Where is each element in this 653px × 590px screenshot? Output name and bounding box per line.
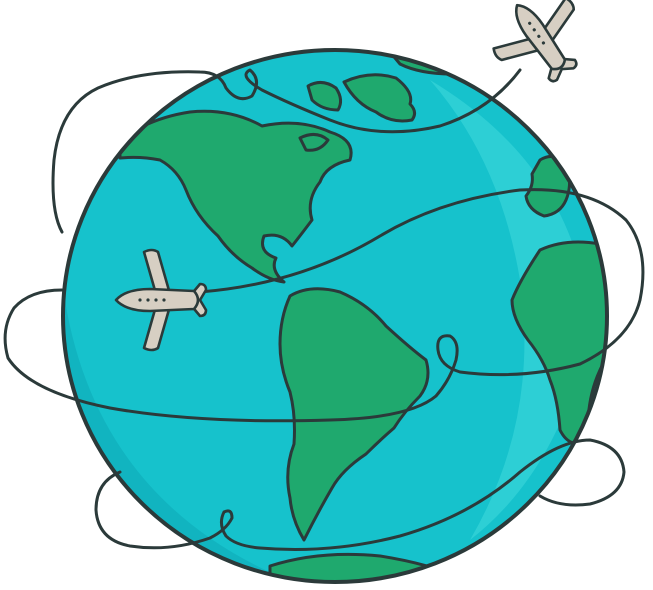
flight-path-middle [3, 188, 645, 423]
north-america-island [298, 133, 330, 152]
flight-path-top [51, 68, 522, 234]
arctic-island [306, 81, 343, 112]
south-america [278, 287, 430, 542]
greenland [342, 73, 417, 123]
airplane-left [114, 248, 208, 352]
north-america [118, 109, 353, 284]
flight-path-bottom [94, 438, 626, 551]
globe-outline [61, 48, 609, 584]
airplane-top-right [492, 0, 578, 83]
